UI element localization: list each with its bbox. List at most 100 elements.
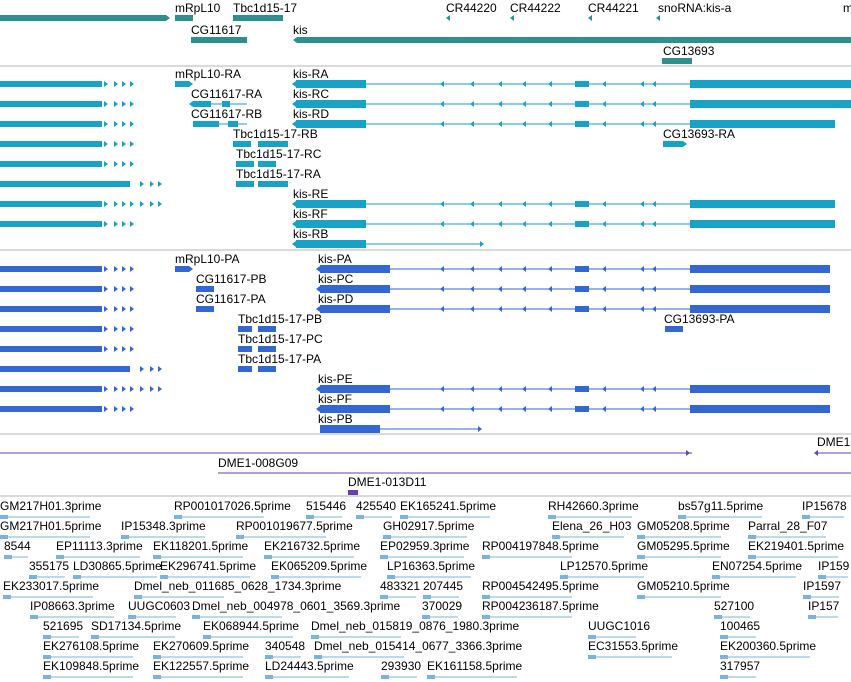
exon-block[interactable] (0, 121, 102, 127)
exon-arrow-left[interactable] (293, 37, 297, 43)
exon-arrow-right[interactable] (480, 241, 484, 247)
exon-arrow-right[interactable] (114, 386, 118, 392)
est-block[interactable] (720, 655, 728, 659)
exon-arrow-right[interactable] (122, 406, 126, 412)
exon-block[interactable] (296, 200, 366, 208)
exon-arrow-left[interactable] (522, 386, 526, 392)
exon-arrow-left[interactable] (602, 386, 606, 392)
exon-arrow-right[interactable] (158, 386, 162, 392)
exon-arrow-right[interactable] (114, 306, 118, 312)
exon-arrow-right[interactable] (130, 306, 134, 312)
exon-block[interactable] (0, 221, 102, 227)
exon-block[interactable] (258, 161, 276, 167)
est-block[interactable] (356, 515, 364, 519)
exon-arrow-left[interactable] (548, 306, 552, 312)
est-block[interactable] (720, 675, 728, 679)
exon-arrow-left[interactable] (522, 101, 526, 107)
est-block[interactable] (423, 595, 431, 599)
exon-arrow-right[interactable] (122, 346, 126, 352)
exon-arrow-right[interactable] (130, 346, 134, 352)
exon-arrow-right[interactable] (104, 306, 108, 312)
exon-block[interactable] (228, 121, 238, 127)
exon-block[interactable] (575, 81, 589, 87)
est-block[interactable] (203, 635, 211, 639)
est-block[interactable] (121, 535, 129, 539)
est-block[interactable] (381, 675, 389, 679)
exon-block[interactable] (175, 266, 189, 272)
exon-arrow-left[interactable] (440, 101, 444, 107)
exon-arrow-left[interactable] (640, 201, 644, 207)
exon-arrow-left[interactable] (640, 286, 644, 292)
exon-block[interactable] (296, 100, 366, 108)
exon-arrow-left[interactable] (522, 266, 526, 272)
exon-arrow-right[interactable] (114, 121, 118, 127)
exon-arrow-left[interactable] (440, 221, 444, 227)
exon-block[interactable] (690, 385, 830, 393)
exon-block[interactable] (575, 201, 589, 207)
exon-arrow-right[interactable] (114, 201, 118, 207)
exon-arrow-left[interactable] (814, 450, 818, 456)
exon-arrow-right[interactable] (104, 221, 108, 227)
exon-arrow-left[interactable] (292, 221, 296, 227)
est-block[interactable] (160, 575, 168, 579)
exon-arrow-left[interactable] (602, 101, 606, 107)
est-block[interactable] (588, 655, 596, 659)
exon-block[interactable] (233, 141, 251, 147)
exon-arrow-right[interactable] (122, 81, 126, 87)
est-block[interactable] (818, 575, 826, 579)
exon-arrow-left[interactable] (602, 121, 606, 127)
est-block[interactable] (264, 555, 272, 559)
exon-arrow-right[interactable] (683, 141, 687, 147)
exon-arrow-left[interactable] (602, 81, 606, 87)
exon-arrow-left[interactable] (498, 286, 502, 292)
exon-arrow-left[interactable] (470, 306, 474, 312)
exon-arrow-right[interactable] (114, 326, 118, 332)
exon-block[interactable] (258, 181, 288, 187)
exon-arrow-left[interactable] (548, 201, 552, 207)
est-block[interactable] (637, 535, 645, 539)
est-block[interactable] (134, 595, 142, 599)
exon-arrow-right[interactable] (130, 141, 134, 147)
exon-arrow-right[interactable] (130, 161, 134, 167)
est-block[interactable] (236, 535, 244, 539)
exon-block[interactable] (575, 386, 589, 392)
exon-arrow-left[interactable] (640, 221, 644, 227)
est-block[interactable] (153, 555, 161, 559)
exon-arrow-left[interactable] (548, 266, 552, 272)
est-block[interactable] (43, 635, 51, 639)
est-block[interactable] (153, 655, 161, 659)
exon-block[interactable] (320, 305, 390, 313)
exon-arrow-right[interactable] (140, 366, 144, 372)
exon-block[interactable] (690, 80, 851, 88)
exon-block[interactable] (175, 81, 189, 87)
est-block[interactable] (29, 575, 37, 579)
exon-arrow-left[interactable] (470, 81, 474, 87)
exon-arrow-left[interactable] (522, 286, 526, 292)
gene-bar[interactable] (662, 58, 692, 64)
exon-arrow-left[interactable] (498, 101, 502, 107)
est-block[interactable] (91, 635, 99, 639)
exon-arrow-left[interactable] (292, 241, 296, 247)
exon-arrow-right[interactable] (114, 266, 118, 272)
exon-arrow-left[interactable] (522, 406, 526, 412)
exon-arrow-right[interactable] (114, 346, 118, 352)
gene-bar[interactable] (191, 37, 247, 43)
exon-arrow-left[interactable] (602, 221, 606, 227)
exon-block[interactable] (0, 81, 102, 87)
exon-block[interactable] (575, 266, 589, 272)
exon-arrow-left[interactable] (510, 15, 514, 21)
exon-arrow-right[interactable] (104, 101, 108, 107)
exon-arrow-right[interactable] (189, 81, 193, 87)
exon-arrow-right[interactable] (114, 161, 118, 167)
exon-arrow-left[interactable] (440, 386, 444, 392)
exon-arrow-right[interactable] (104, 286, 108, 292)
est-block[interactable] (153, 675, 161, 679)
exon-arrow-right[interactable] (114, 101, 118, 107)
exon-block[interactable] (258, 141, 288, 147)
exon-block[interactable] (575, 306, 589, 312)
exon-arrow-left[interactable] (498, 306, 502, 312)
exon-block[interactable] (222, 101, 230, 107)
exon-arrow-left[interactable] (470, 121, 474, 127)
exon-arrow-left[interactable] (652, 286, 656, 292)
exon-arrow-right[interactable] (130, 266, 134, 272)
